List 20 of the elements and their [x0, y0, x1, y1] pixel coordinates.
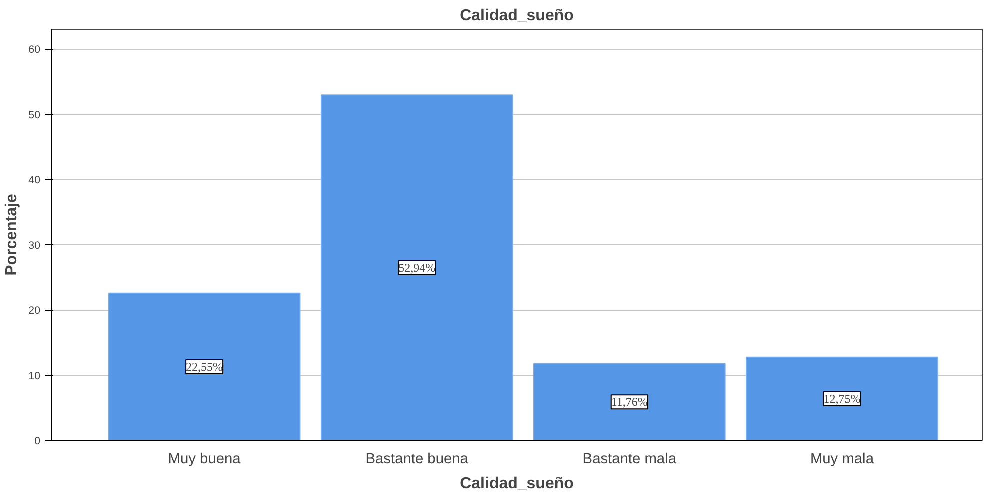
bar	[746, 356, 938, 440]
y-tick-label: 10	[28, 370, 41, 382]
y-tick-label: 40	[28, 174, 41, 187]
y-axis-title: Porcentaje	[4, 194, 21, 276]
data-label: 22,55%	[186, 360, 224, 374]
x-axis-title: Calidad_sueño	[460, 476, 574, 492]
bar	[108, 292, 301, 440]
chart-title: Calidad_sueño	[460, 8, 574, 24]
y-tick-label: 60	[28, 44, 41, 56]
x-tick-label: Muy mala	[810, 452, 875, 468]
y-tick-label: 30	[28, 240, 41, 252]
x-tick-label: Bastante mala	[582, 452, 678, 468]
y-tick-label: 50	[28, 109, 41, 122]
bar	[320, 94, 514, 440]
y-tick-label: 0	[34, 436, 41, 448]
data-label: 11,76%	[611, 395, 648, 410]
y-tick-label: 20	[28, 305, 41, 318]
x-tick-label: Bastante buena	[366, 452, 470, 468]
x-tick-label: Muy buena	[168, 452, 242, 468]
bar	[534, 363, 726, 440]
